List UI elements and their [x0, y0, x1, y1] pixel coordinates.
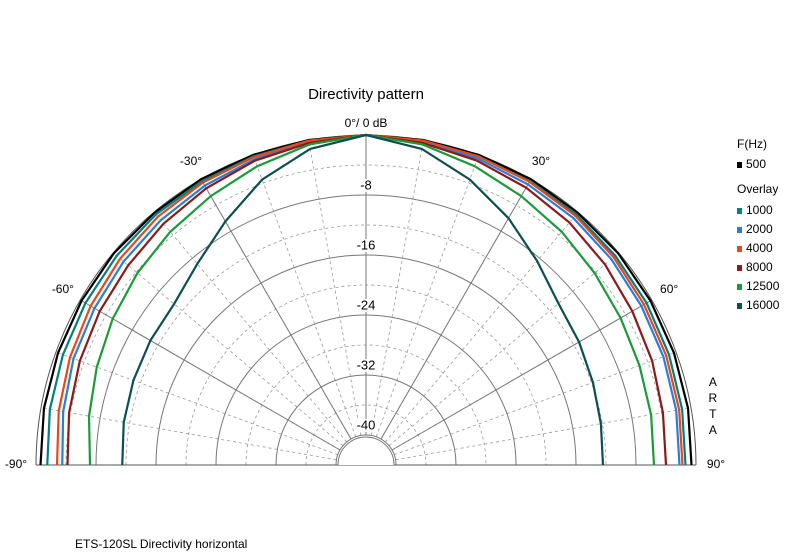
r-tick-label: -16	[357, 237, 376, 252]
legend-title: F(Hz)	[737, 137, 767, 151]
angle-tick-label: 30°	[532, 154, 550, 168]
tick-label-bg	[354, 179, 378, 192]
legend-label: 1000	[746, 203, 773, 217]
grid-line-minor	[308, 139, 362, 436]
grid-line-minor	[394, 351, 677, 456]
series-line	[121, 133, 605, 466]
r-tick-label: -8	[360, 177, 372, 192]
grid-ring	[155, 254, 577, 466]
r-tick-label: -40	[357, 417, 376, 432]
grid-line-minor	[252, 154, 357, 437]
grid-line	[391, 299, 653, 451]
grid-ring-minor	[125, 224, 607, 466]
angle-tick-label: 60°	[660, 282, 678, 296]
grid-ring	[95, 194, 637, 466]
legend-label: 500	[746, 157, 766, 171]
grid-ring	[335, 434, 397, 466]
grid-line	[79, 299, 341, 451]
legend-group-label: Overlay	[737, 182, 778, 196]
legend-swatch	[737, 284, 742, 290]
tick-label-bg	[354, 239, 378, 252]
watermark: ARTA	[706, 375, 720, 439]
legend-label: 12500	[746, 279, 780, 293]
legend-swatch	[737, 265, 742, 271]
center-hole	[338, 437, 394, 465]
grid-line	[380, 178, 532, 440]
legend-swatch	[737, 246, 742, 252]
angle-tick-label: -30°	[180, 154, 202, 168]
chart-title: Directivity pattern	[308, 86, 424, 103]
grid-line-minor	[112, 252, 344, 447]
legend-swatch	[737, 162, 742, 168]
caption: ETS-120SL Directivity horizontal	[75, 537, 247, 551]
grid-line	[200, 178, 352, 440]
legend-label: 16000	[746, 298, 780, 312]
tick-label-bg	[354, 359, 378, 372]
grid-ring	[215, 314, 517, 466]
grid-line-minor	[55, 351, 338, 456]
grid-line-minor	[395, 407, 692, 461]
angle-tick-label: -60°	[52, 282, 74, 296]
grid-ring-minor	[65, 164, 667, 466]
tick-label-bg	[354, 299, 378, 312]
legend-swatch	[737, 208, 742, 214]
grid-ring	[275, 374, 457, 466]
grid-line-minor	[375, 154, 480, 437]
legend-label: 8000	[746, 260, 773, 274]
r-tick-label: -24	[357, 297, 376, 312]
legend-swatch	[737, 303, 742, 309]
tick-label-bg	[354, 419, 378, 432]
angle-tick-label: 90°	[707, 457, 725, 471]
angle-tick-label: 0°/ 0 dB	[345, 116, 388, 130]
r-tick-label: -32	[357, 357, 376, 372]
center-ring	[337, 436, 395, 466]
legend-label: 4000	[746, 241, 773, 255]
legend-swatch	[737, 227, 742, 233]
legend-label: 2000	[746, 222, 773, 236]
angle-tick-label: -90°	[5, 457, 27, 471]
